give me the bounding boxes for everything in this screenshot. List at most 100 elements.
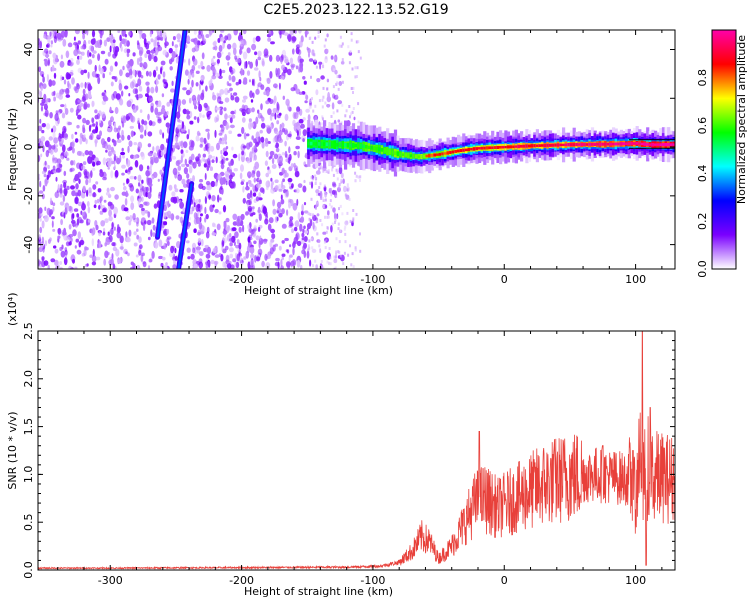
heatmap-speckle [51, 216, 55, 220]
heatmap-ridge-cell [365, 145, 369, 149]
heatmap-speckle [147, 113, 150, 121]
heatmap-speckle [306, 250, 310, 259]
heatmap-speckle [344, 114, 347, 118]
heatmap-speckle [302, 76, 306, 80]
heatmap-speckle [235, 81, 239, 86]
heatmap-speckle [150, 98, 154, 102]
heatmap-speckle [137, 70, 142, 78]
heatmap-speckle [63, 227, 67, 235]
heatmap-ridge-cell [420, 155, 424, 159]
heatmap-ridge-cell [478, 147, 482, 150]
heatmap-speckle [86, 189, 89, 197]
heatmap-speckle [304, 30, 309, 35]
heatmap-speckle [70, 57, 74, 63]
heatmap-speckle [314, 174, 317, 178]
heatmap-speckle [249, 151, 253, 160]
heatmap-speckle [101, 100, 107, 106]
heatmap-speckle [346, 211, 349, 215]
heatmap-speckle [195, 82, 199, 87]
heatmap-speckle [307, 244, 310, 248]
heatmap-speckle [220, 185, 223, 190]
heatmap-speckle [289, 182, 292, 187]
heatmap-speckle [157, 37, 162, 41]
heatmap-speckle [265, 180, 271, 188]
heatmap-ridge-cell [590, 143, 595, 146]
heatmap-speckle [97, 76, 101, 85]
heatmap-speckle [63, 181, 67, 189]
heatmap-speckle [202, 153, 206, 158]
heatmap-speckle [319, 248, 322, 254]
heatmap-speckle [313, 53, 316, 57]
heatmap-speckle [99, 31, 103, 39]
heatmap-speckle [145, 191, 149, 198]
heatmap-speckle [188, 97, 192, 104]
heatmap-speckle [289, 30, 294, 36]
heatmap-speckle [269, 71, 273, 79]
heatmap-speckle [128, 183, 133, 188]
heatmap-speckle [243, 40, 248, 46]
heatmap-speckle [229, 124, 235, 129]
heatmap-ridge-cell [541, 144, 545, 147]
heatmap-speckle [206, 226, 210, 234]
heatmap-speckle [220, 36, 225, 42]
heatmap-speckle [150, 86, 155, 94]
heatmap-speckle [197, 116, 200, 124]
heatmap-ridge-cell [409, 154, 413, 158]
heatmap-speckle [290, 163, 294, 169]
heatmap-speckle [226, 226, 230, 231]
heatmap-speckle [193, 30, 197, 35]
heatmap-speckle [195, 199, 199, 205]
heatmap-speckle [121, 164, 126, 169]
heatmap-speckle [160, 67, 163, 75]
heatmap-speckle [43, 174, 47, 178]
heatmap-speckle [64, 247, 68, 252]
heatmap-speckle [168, 47, 173, 54]
heatmap-speckle [259, 187, 265, 193]
heatmap-speckle [283, 55, 287, 59]
heatmap-speckle [87, 219, 91, 223]
heatmap-speckle [97, 44, 102, 48]
heatmap-speckle [44, 206, 47, 211]
heatmap-speckle [64, 30, 68, 35]
heatmap-speckle [129, 125, 134, 129]
heatmap-speckle [40, 71, 43, 76]
heatmap-speckle [101, 92, 105, 96]
heatmap-speckle [307, 212, 310, 216]
heatmap-speckle [95, 121, 99, 126]
heatmap-speckle [236, 239, 240, 245]
heatmap-speckle [238, 242, 242, 250]
heatmap-speckle [137, 174, 142, 182]
heatmap-speckle [83, 134, 86, 139]
heatmap-speckle [316, 213, 320, 217]
heatmap-speckle [255, 58, 258, 67]
heatmap-ridge-cell [530, 144, 534, 148]
heatmap-speckle [205, 180, 211, 186]
heatmap-ridge-cell [346, 142, 350, 148]
heatmap-speckle [126, 178, 129, 185]
heatmap-speckle [251, 135, 254, 140]
heatmap-speckle [73, 49, 79, 57]
heatmap-speckle [242, 95, 248, 100]
heatmap-speckle [43, 93, 47, 101]
heatmap-speckle [327, 91, 330, 100]
heatmap-speckle [160, 107, 166, 115]
heatmap-speckle [260, 103, 263, 111]
heatmap-speckle [314, 122, 316, 125]
heatmap-speckle [346, 183, 349, 187]
heatmap-speckle [271, 112, 275, 117]
heatmap-speckle [136, 40, 140, 46]
heatmap-speckle [225, 157, 229, 161]
heatmap-speckle [91, 228, 95, 237]
heatmap-speckle [60, 104, 65, 108]
y-tick-label: 0 [22, 144, 35, 151]
heatmap-speckle [150, 163, 153, 168]
heatmap-speckle [308, 239, 311, 243]
heatmap-speckle [174, 255, 178, 261]
heatmap-speckle [357, 102, 360, 106]
heatmap-speckle [321, 196, 324, 200]
heatmap-speckle [96, 73, 100, 78]
heatmap-speckle [278, 138, 281, 143]
heatmap-speckle [74, 173, 80, 181]
heatmap-speckle [217, 38, 221, 43]
heatmap-speckle [329, 256, 332, 260]
